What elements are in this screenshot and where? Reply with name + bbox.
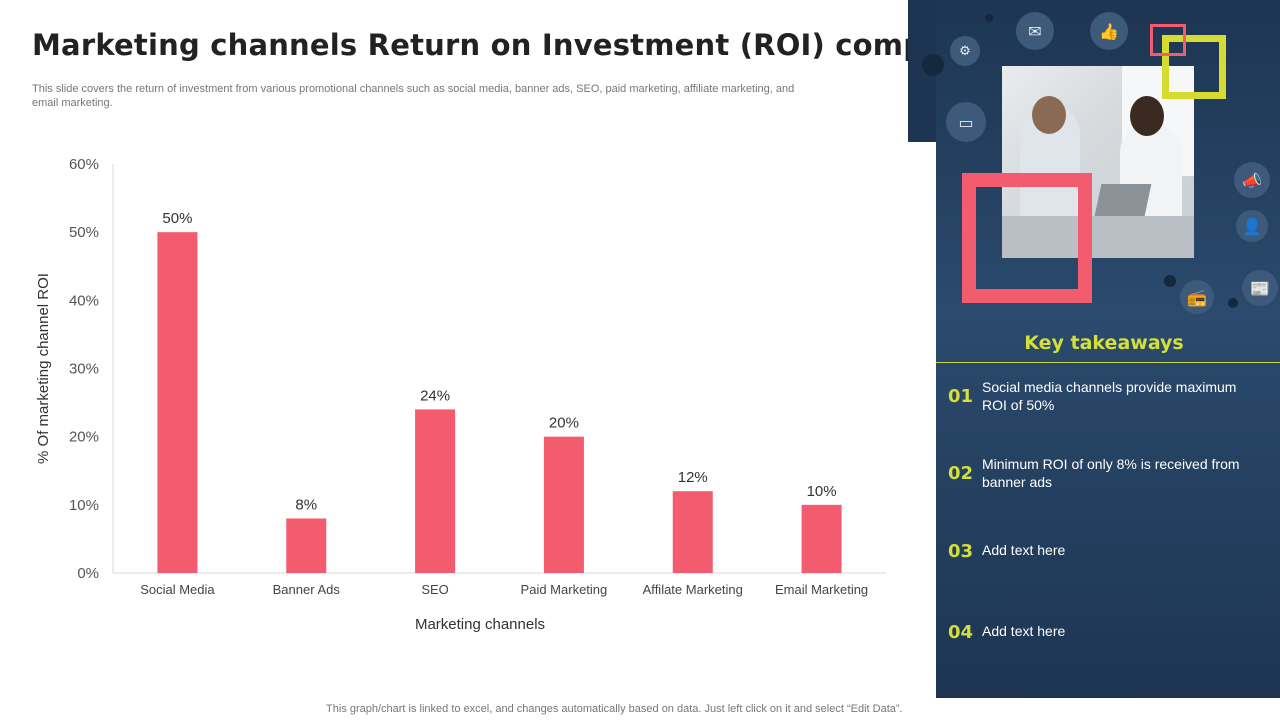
data-label: 12%	[678, 469, 708, 486]
newspaper-icon: 📰	[1242, 270, 1278, 306]
bar-seo	[415, 409, 456, 573]
bar-affilate-marketing	[672, 491, 713, 573]
decor-pink-square-small	[1150, 24, 1186, 56]
y-tick-label: 0%	[77, 565, 99, 582]
takeaway-text: Social media channels provide maximum RO…	[982, 379, 1237, 413]
thumbs-up-icon: 👍	[1090, 12, 1128, 50]
data-label: 50%	[162, 210, 192, 227]
x-tick-label: Paid Marketing	[521, 582, 608, 597]
takeaway-text: Add text here	[982, 542, 1066, 558]
chart-footnote: This graph/chart is linked to excel, and…	[326, 703, 903, 715]
data-label: 10%	[807, 483, 837, 500]
page-subtitle: This slide covers the return of investme…	[32, 83, 795, 109]
takeaway-number: 02	[948, 463, 974, 484]
y-tick-label: 50%	[69, 224, 99, 241]
network-icon: ⚙	[950, 36, 980, 66]
x-tick-label: Affilate Marketing	[643, 582, 743, 597]
key-takeaways-divider	[936, 362, 1280, 363]
data-label: 8%	[295, 496, 317, 513]
bar-social-media	[157, 232, 198, 573]
decor-pink-square	[962, 173, 1092, 303]
decor-dot	[985, 14, 993, 22]
data-label: 20%	[549, 415, 579, 432]
x-tick-label: SEO	[421, 582, 448, 597]
user-icon: 👤	[1236, 210, 1268, 242]
decor-yellow-square	[1162, 35, 1226, 99]
data-label: 24%	[420, 387, 450, 404]
y-tick-label: 60%	[69, 156, 99, 173]
takeaway-text: Minimum ROI of only 8% is received from …	[982, 456, 1240, 490]
x-tick-label: Banner Ads	[273, 582, 341, 597]
bar-paid-marketing	[543, 436, 584, 573]
megaphone-icon: 📣	[1234, 162, 1270, 198]
y-axis-label: % Of marketing channel ROI	[35, 273, 52, 464]
y-tick-label: 10%	[69, 497, 99, 514]
y-tick-label: 20%	[69, 429, 99, 446]
page-title: Marketing channels Return on Investment …	[32, 28, 1028, 62]
decor-dot	[922, 54, 944, 76]
key-takeaways-title: Key takeaways	[1024, 332, 1184, 354]
y-tick-label: 40%	[69, 292, 99, 309]
decor-dot	[1228, 298, 1238, 308]
x-axis-label: Marketing channels	[415, 616, 545, 633]
roi-bar-chart: 0% 10% 20% 30% 40% 50% 60% 50% 8% 24% 20% 12% 10% S…	[35, 156, 886, 633]
takeaway-number: 03	[948, 541, 974, 562]
radio-icon: 📻	[1180, 280, 1214, 314]
bar-banner-ads	[286, 518, 327, 573]
monitor-icon: ▭	[946, 102, 986, 142]
takeaway-number: 04	[948, 622, 974, 643]
y-tick-label: 30%	[69, 361, 99, 378]
takeaway-number: 01	[948, 386, 974, 407]
x-tick-label: Email Marketing	[775, 582, 868, 597]
x-tick-label: Social Media	[140, 582, 215, 597]
bar-email-marketing	[801, 504, 842, 573]
decor-dot	[1164, 275, 1176, 287]
takeaway-text: Add text here	[982, 623, 1066, 639]
email-icon: ✉	[1016, 12, 1054, 50]
